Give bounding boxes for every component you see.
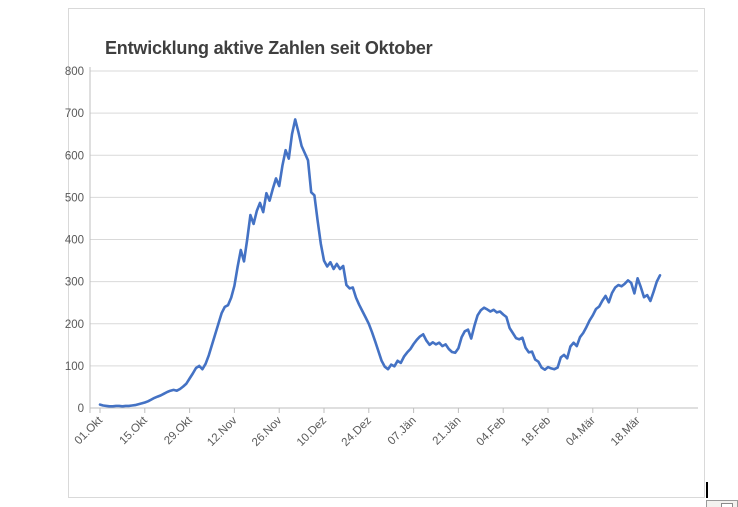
x-axis-label: 12.Nov [205, 414, 239, 448]
text-cursor [706, 482, 708, 498]
x-axis-label: 04.Mär [564, 415, 598, 449]
chart-title: Entwicklung aktive Zahlen seit Oktober [105, 38, 433, 58]
x-axis-label: 26.Nov [250, 414, 284, 448]
picture-icon [721, 503, 733, 507]
x-axis-label: 24.Dez [340, 414, 374, 448]
x-axis-label: 18.Feb [519, 415, 553, 449]
y-axis-label: 0 [78, 403, 84, 415]
x-axis-label: 21.Jän [431, 415, 464, 448]
y-axis-label: 400 [65, 235, 84, 247]
sheet-corner-button[interactable] [706, 500, 738, 507]
y-axis-label: 700 [65, 108, 84, 120]
x-axis-label: 29.Okt [162, 414, 195, 447]
x-axis-label: 10.Dez [295, 414, 329, 448]
x-axis-label: 15.Okt [117, 414, 150, 447]
y-axis-label: 500 [65, 192, 84, 204]
x-axis-label: 18.Mär [609, 415, 643, 449]
y-axis-label: 300 [65, 277, 84, 289]
x-axis-label: 01.Okt [73, 414, 106, 447]
x-axis-label: 04.Feb [475, 415, 509, 449]
data-series-line [98, 118, 662, 408]
y-axis-label: 200 [65, 319, 84, 331]
y-axis-label: 800 [65, 66, 84, 78]
y-axis-label: 100 [65, 361, 84, 373]
x-axis-label: 07.Jän [386, 415, 419, 448]
chart-object[interactable] [68, 8, 705, 498]
y-axis-label: 600 [65, 150, 84, 162]
